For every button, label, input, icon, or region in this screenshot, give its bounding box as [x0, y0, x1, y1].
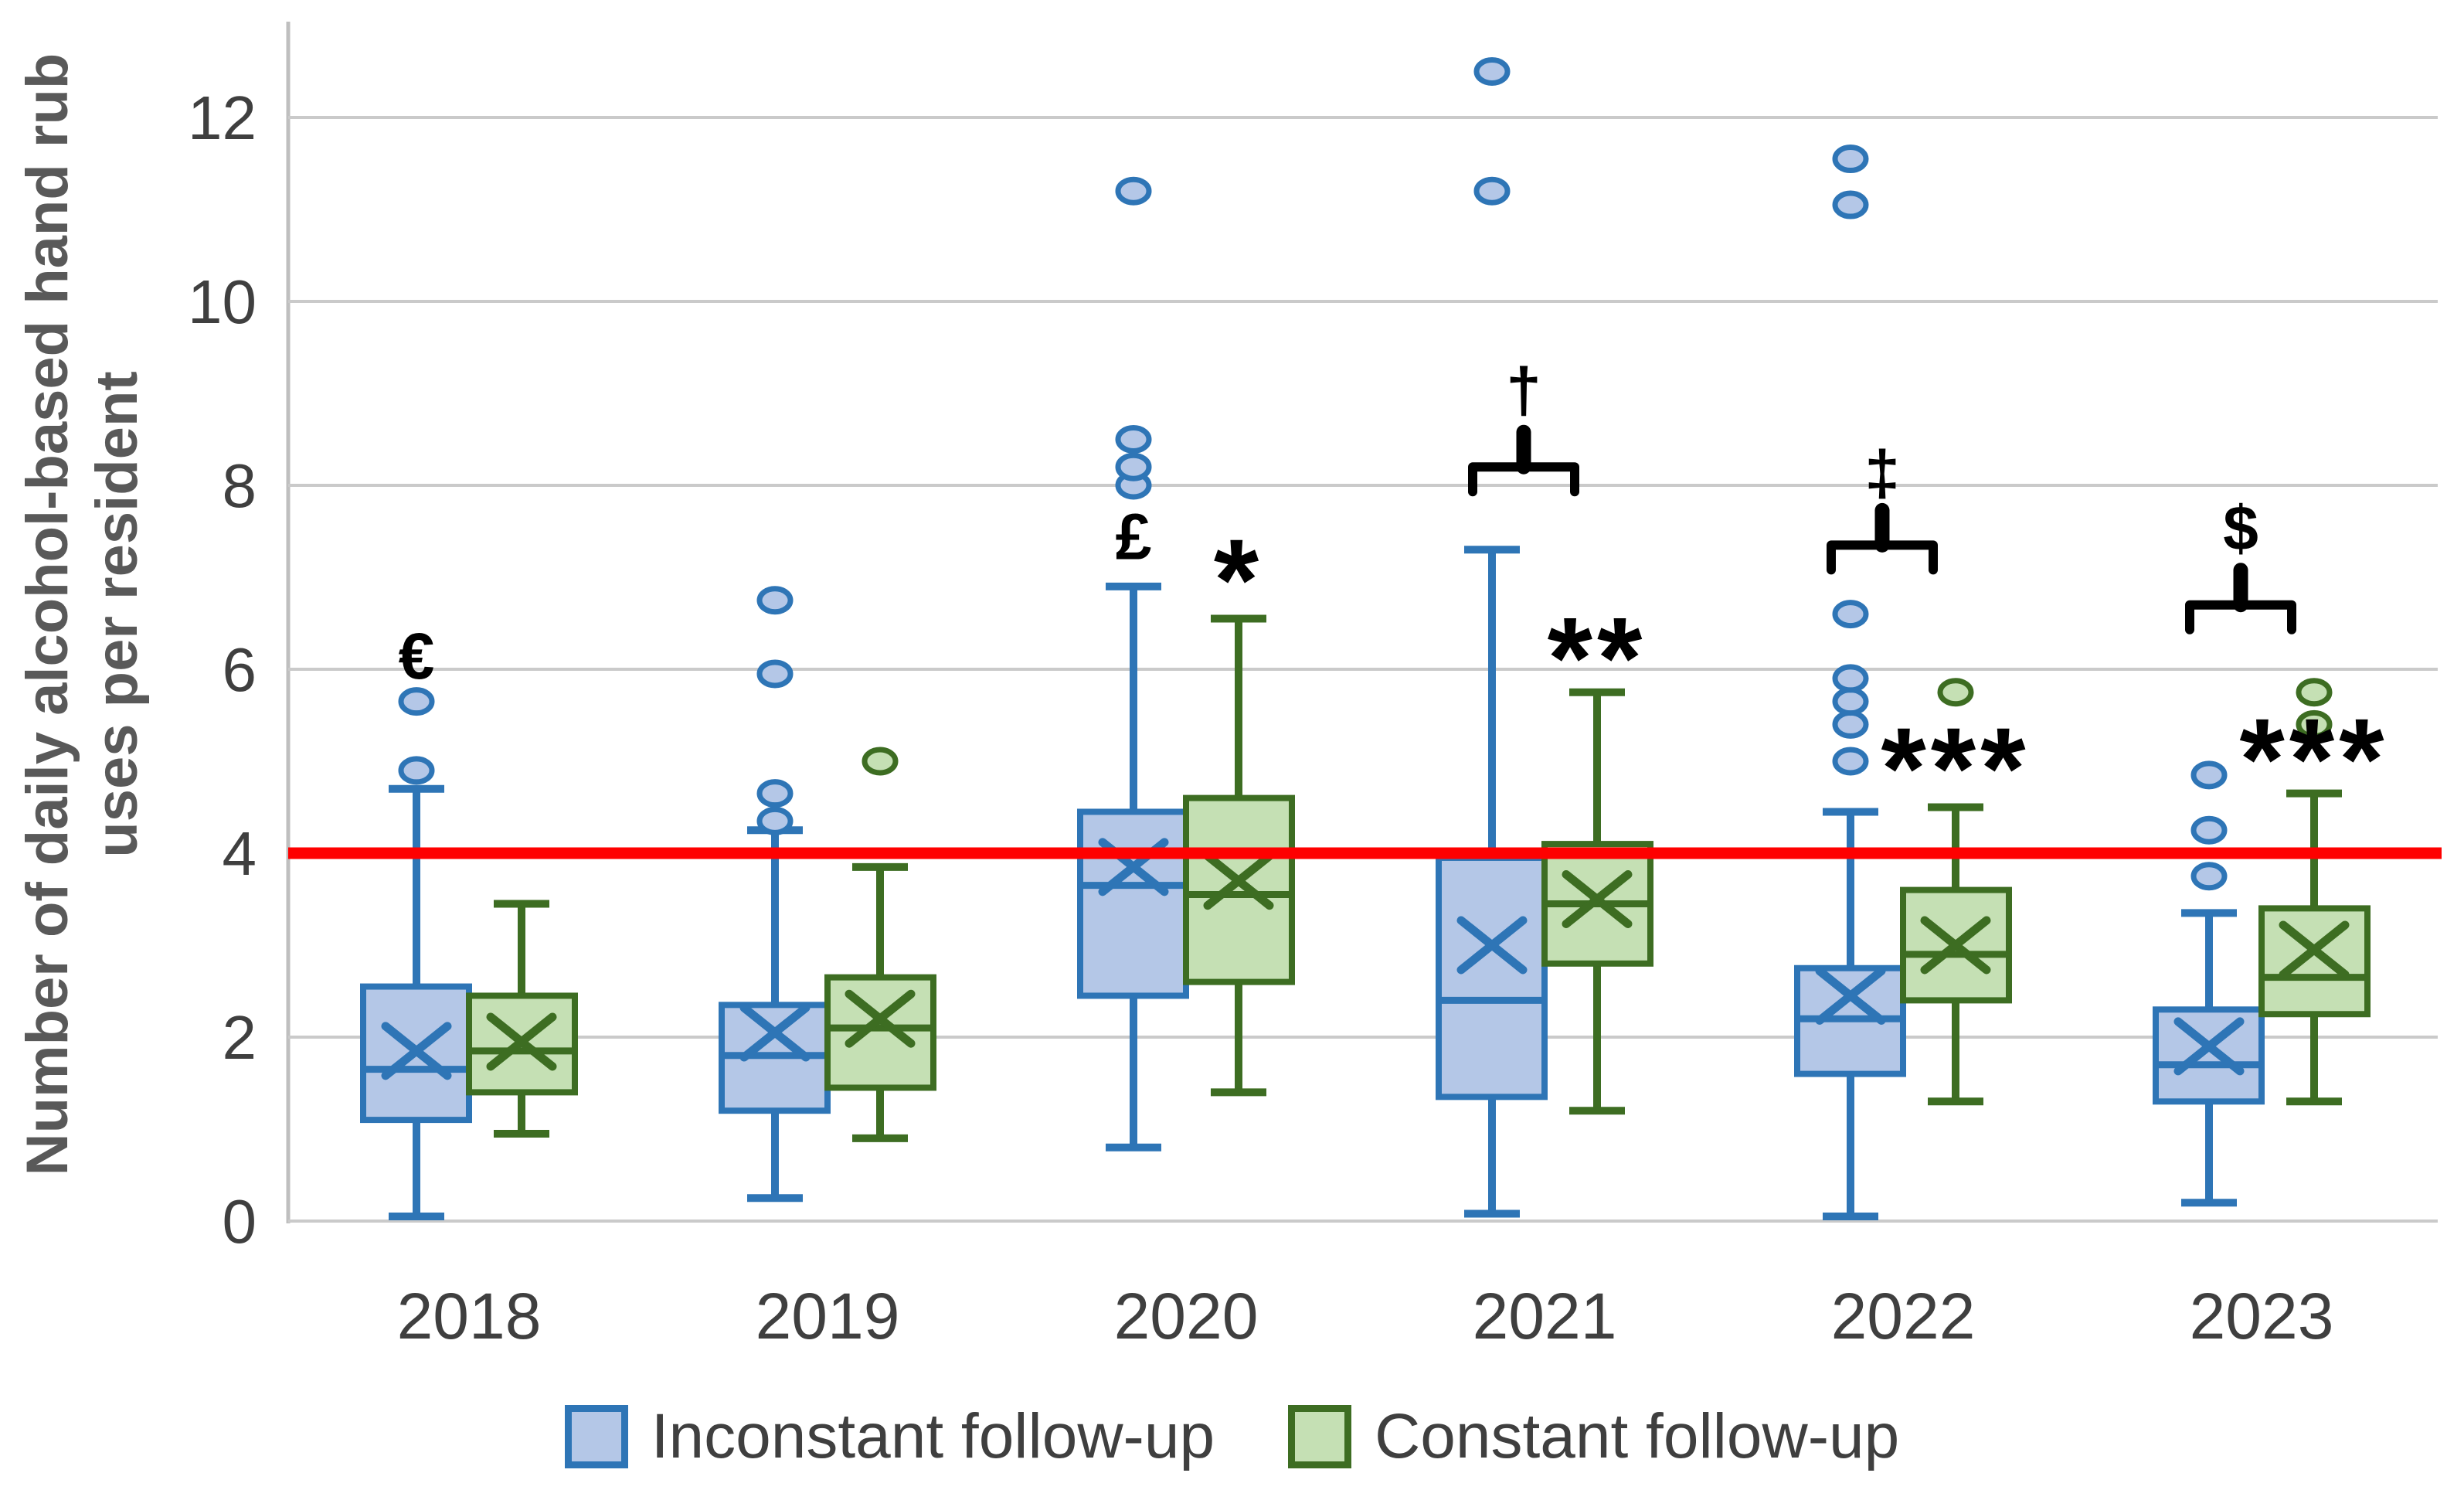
y-tick-label-2: 2 — [223, 1003, 257, 1072]
outlier-point-2022 — [1937, 678, 1974, 707]
x-axis-label-2019: 2019 — [756, 1280, 900, 1352]
outlier-point-2022 — [1832, 664, 1869, 693]
annotation-2022: *** — [1881, 703, 2030, 833]
box-constant-2019 — [824, 974, 936, 1091]
mean-marker-constant-2023 — [2279, 920, 2350, 979]
outlier-point-2020 — [1115, 452, 1152, 481]
outlier-point-2023 — [2296, 709, 2333, 739]
y-tick-label-6: 6 — [223, 635, 257, 704]
bracket-symbol-2021: † — [1506, 355, 1541, 426]
outlier-point-2020 — [1115, 176, 1152, 206]
y-tick-label-12: 12 — [188, 83, 257, 152]
outlier-point-2023 — [2190, 760, 2228, 790]
outlier-point-2019 — [756, 779, 794, 808]
y-tick-label-10: 10 — [188, 267, 257, 336]
annotation-2020: £ — [1116, 500, 1152, 573]
legend-swatch-green-icon — [1288, 1405, 1352, 1468]
bracket-symbol-2023: $ — [2223, 494, 2258, 564]
outlier-point-2023 — [2296, 678, 2333, 707]
annotation-2018: € — [399, 620, 435, 692]
outlier-point-2022 — [1832, 145, 1869, 174]
x-axis-label-2021: 2021 — [1473, 1280, 1617, 1352]
legend-label-inconstant: Inconstant follow-up — [651, 1401, 1215, 1471]
bracket-symbol-2022: ‡ — [1864, 438, 1900, 509]
outlier-point-2023 — [2190, 862, 2228, 891]
outlier-point-2021 — [1473, 176, 1511, 206]
x-axis-label-2020: 2020 — [1114, 1280, 1259, 1352]
mean-marker-inconstant-2018 — [381, 1022, 452, 1080]
y-tick-label-8: 8 — [223, 451, 257, 520]
mean-marker-constant-2019 — [845, 989, 916, 1048]
y-axis-title-line-2: uses per resident — [84, 371, 150, 858]
annotation-2020: * — [1214, 515, 1263, 645]
mean-marker-constant-2020 — [1203, 852, 1274, 910]
outlier-point-2023 — [2190, 815, 2228, 845]
x-axis-label-2023: 2023 — [2190, 1280, 2334, 1352]
outlier-point-2020 — [1115, 425, 1152, 454]
outlier-point-2022 — [1832, 709, 1869, 739]
outlier-point-2018 — [398, 687, 435, 716]
mean-marker-constant-2021 — [1562, 870, 1633, 928]
legend-item-constant: Constant follow-up — [1288, 1400, 1899, 1473]
mean-marker-inconstant-2021 — [1456, 916, 1528, 975]
outlier-point-2018 — [398, 756, 435, 785]
mean-marker-inconstant-2019 — [739, 1003, 811, 1062]
outlier-point-2022 — [1832, 190, 1869, 219]
mean-marker-inconstant-2022 — [1815, 966, 1886, 1025]
outlier-point-2022 — [1832, 600, 1869, 629]
mean-marker-inconstant-2023 — [2173, 1017, 2245, 1076]
outlier-point-2022 — [1832, 687, 1869, 716]
annotation-2023: *** — [2239, 694, 2388, 824]
x-axis-label-2022: 2022 — [1831, 1280, 1976, 1352]
legend-item-inconstant: Inconstant follow-up — [564, 1400, 1215, 1473]
box-constant-2018 — [466, 992, 578, 1096]
box-inconstant-2020 — [1077, 808, 1189, 999]
legend-label-constant: Constant follow-up — [1375, 1401, 1900, 1471]
x-axis-label-2018: 2018 — [397, 1280, 542, 1352]
outlier-point-2019 — [756, 659, 794, 689]
mean-marker-constant-2022 — [1920, 916, 1991, 975]
legend-swatch-blue-icon — [564, 1405, 628, 1468]
legend: Inconstant follow-up Constant follow-up — [0, 1400, 2464, 1473]
box-constant-2020 — [1183, 794, 1295, 985]
outlier-point-2019 — [756, 806, 794, 835]
annotation-2021: ** — [1548, 593, 1647, 723]
outlier-point-2019 — [862, 747, 899, 776]
outlier-point-2019 — [756, 586, 794, 615]
box-inconstant-2023 — [2153, 1006, 2265, 1105]
y-tick-label-4: 4 — [223, 819, 257, 888]
outlier-point-2021 — [1473, 57, 1511, 86]
box-inconstant-2021 — [1436, 854, 1548, 1100]
box-constant-2023 — [2258, 905, 2371, 1018]
y-tick-label-0: 0 — [223, 1187, 257, 1256]
outlier-point-2022 — [1832, 747, 1869, 776]
mean-marker-constant-2018 — [486, 1012, 557, 1071]
